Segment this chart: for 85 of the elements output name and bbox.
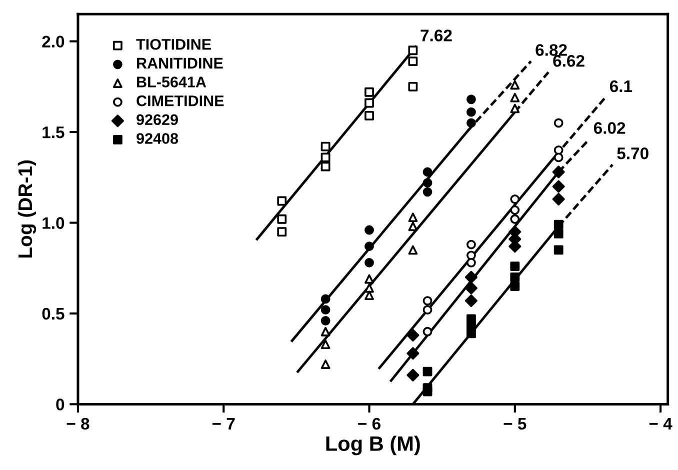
legend-label: 92408 — [136, 133, 178, 144]
point — [364, 225, 374, 235]
x-axis-title: Log B (M) — [326, 436, 420, 456]
point — [422, 326, 432, 336]
point — [554, 145, 564, 155]
y-axis-title: Log (DR-1) — [18, 160, 36, 258]
point — [364, 258, 374, 268]
point — [364, 290, 374, 300]
point — [510, 272, 520, 282]
x-tick-label: − 4 — [649, 418, 672, 430]
point — [422, 178, 432, 188]
annotation: 7.62 — [420, 30, 452, 42]
point — [408, 245, 418, 255]
point — [408, 82, 418, 92]
point — [320, 162, 330, 172]
x-tick-label: − 7 — [212, 418, 235, 430]
point — [320, 142, 330, 152]
point — [554, 228, 564, 238]
point — [422, 366, 432, 376]
point — [320, 360, 330, 369]
point — [510, 282, 520, 291]
point — [320, 316, 330, 326]
point — [510, 92, 520, 102]
point — [510, 104, 520, 114]
point — [277, 227, 287, 237]
point — [408, 46, 418, 56]
point — [320, 152, 330, 162]
point — [466, 107, 476, 117]
y-tick-label: 1.5 — [42, 126, 64, 138]
point — [364, 274, 374, 284]
point — [364, 87, 374, 97]
legend-label: RANITIDINE — [137, 58, 223, 68]
point — [364, 111, 374, 120]
point — [464, 270, 478, 284]
point — [552, 180, 565, 193]
point — [320, 340, 330, 350]
point — [320, 326, 330, 336]
point — [364, 98, 374, 108]
annotation: 5.70 — [617, 148, 648, 160]
point — [466, 240, 476, 250]
point — [554, 220, 564, 230]
y-tick-label: 0 — [56, 398, 64, 410]
x-tick-label: − 6 — [358, 418, 380, 430]
point — [552, 192, 565, 206]
point — [422, 167, 432, 177]
point — [552, 166, 565, 178]
point — [510, 194, 520, 204]
point — [408, 222, 418, 232]
point — [466, 94, 476, 104]
y-tick-label: 2.0 — [42, 36, 64, 48]
legend-label: BL-5641A — [137, 76, 206, 88]
point — [408, 212, 418, 222]
point — [510, 214, 520, 224]
point — [464, 282, 478, 294]
y-tick-label: 1.0 — [42, 217, 64, 229]
point — [320, 294, 330, 304]
point — [510, 262, 520, 272]
x-tick-label: − 5 — [504, 418, 526, 430]
point — [554, 245, 564, 255]
point — [406, 368, 420, 382]
annotation: 6.82 — [536, 44, 567, 56]
point — [422, 386, 432, 396]
point — [320, 305, 330, 315]
annotation: 6.1 — [610, 80, 632, 92]
point — [510, 80, 520, 90]
point — [466, 328, 476, 338]
point — [277, 214, 287, 224]
point — [464, 294, 478, 308]
legend-label: TIOTIDINE — [136, 38, 211, 50]
point — [406, 328, 420, 342]
x-tick-label: − 8 — [66, 418, 90, 430]
annotation: 6.02 — [594, 122, 626, 134]
annotation: 6.62 — [553, 54, 584, 67]
point — [364, 242, 374, 252]
point — [277, 196, 287, 206]
point — [422, 187, 432, 197]
point — [406, 347, 420, 360]
legend-label: CIMETIDINE — [136, 95, 224, 106]
point — [554, 118, 564, 128]
y-tick-label: 0.5 — [42, 308, 64, 320]
point — [422, 296, 432, 306]
point — [408, 56, 418, 66]
point — [466, 118, 476, 128]
point — [422, 305, 432, 315]
legend-label: 92629 — [136, 114, 178, 126]
